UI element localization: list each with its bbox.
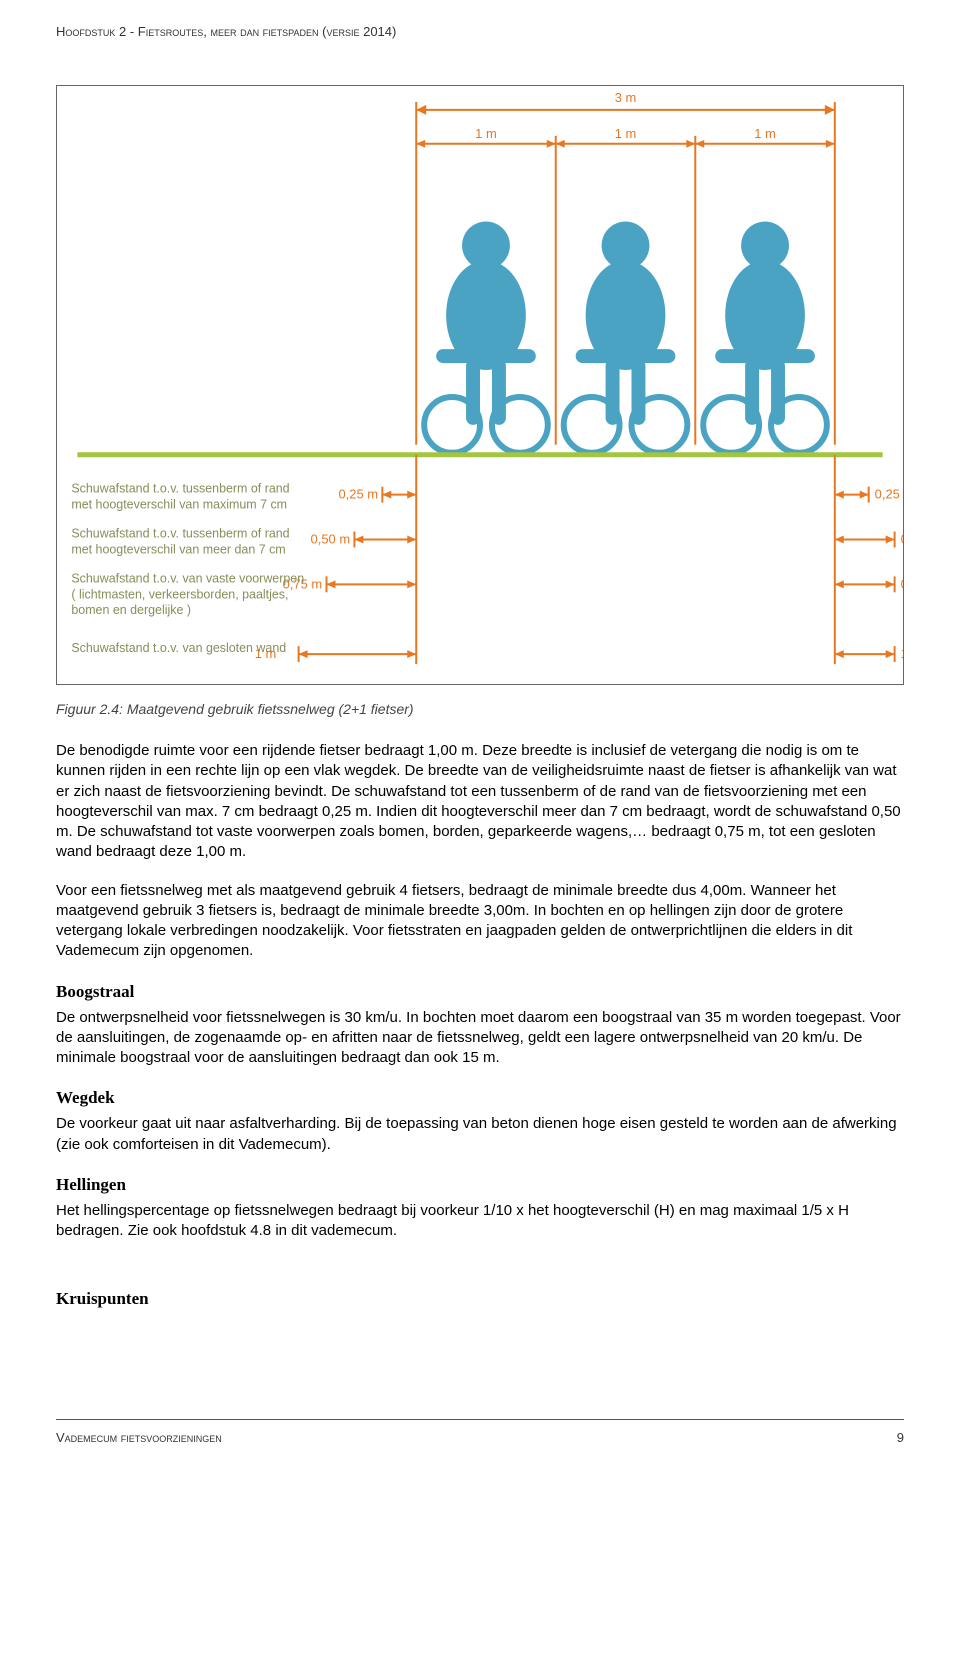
svg-text:1 m: 1 m (615, 126, 637, 141)
svg-text:3 m: 3 m (615, 90, 637, 105)
heading-wegdek: Wegdek (56, 1088, 904, 1108)
svg-text:1 m: 1 m (901, 646, 904, 661)
footer-page-number: 9 (897, 1430, 904, 1445)
paragraph-2: Voor een fietssnelweg met als maatgevend… (56, 881, 904, 962)
svg-text:met hoogteverschil van meer da: met hoogteverschil van meer dan 7 cm (71, 542, 285, 556)
heading-boogstraal: Boogstraal (56, 982, 904, 1002)
paragraph-1: De benodigde ruimte voor een rijdende fi… (56, 741, 904, 863)
page-header: Hoofdstuk 2 - Fietsroutes, meer dan fiet… (56, 24, 904, 39)
svg-text:0,50 m: 0,50 m (901, 531, 904, 546)
figure-caption: Figuur 2.4: Maatgevend gebruik fietssnel… (56, 701, 904, 717)
svg-text:bomen en dergelijke ): bomen en dergelijke ) (71, 603, 191, 617)
figure-diagram: 3 m 1 m 1 m 1 m 0,25 m 0,25 m Schuwafstand t.o… (56, 85, 904, 685)
svg-text:0,25 m: 0,25 m (875, 487, 904, 502)
paragraph-hellingen: Het hellingspercentage op fietssnelwegen… (56, 1201, 904, 1242)
svg-text:( lichtmasten, verkeersborden,: ( lichtmasten, verkeersborden, paaltjes, (71, 587, 288, 601)
svg-text:1 m: 1 m (475, 126, 497, 141)
svg-text:Schuwafstand t.o.v. tussenberm: Schuwafstand t.o.v. tussenberm of rand (71, 526, 289, 540)
heading-kruispunten: Kruispunten (56, 1289, 904, 1309)
svg-text:0,25 m: 0,25 m (338, 487, 378, 502)
svg-text:0,50 m: 0,50 m (311, 531, 351, 546)
svg-text:Schuwafstand t.o.v. van geslot: Schuwafstand t.o.v. van gesloten wand (71, 641, 286, 655)
svg-text:Schuwafstand t.o.v. tussenberm: Schuwafstand t.o.v. tussenberm of rand (71, 482, 289, 496)
paragraph-boogstraal: De ontwerpsnelheid voor fietssnelwegen i… (56, 1008, 904, 1069)
footer-title: Vademecum fietsvoorzieningen (56, 1430, 222, 1445)
paragraph-wegdek: De voorkeur gaat uit naar asfaltverhardi… (56, 1114, 904, 1155)
svg-text:1 m: 1 m (754, 126, 776, 141)
heading-hellingen: Hellingen (56, 1175, 904, 1195)
svg-text:Schuwafstand t.o.v. van vaste: Schuwafstand t.o.v. van vaste voorwerpen (71, 571, 304, 585)
page-footer: Vademecum fietsvoorzieningen 9 (56, 1419, 904, 1445)
svg-text:0,75 m: 0,75 m (901, 576, 904, 591)
svg-text:met hoogteverschil van maximum: met hoogteverschil van maximum 7 cm (71, 498, 287, 512)
